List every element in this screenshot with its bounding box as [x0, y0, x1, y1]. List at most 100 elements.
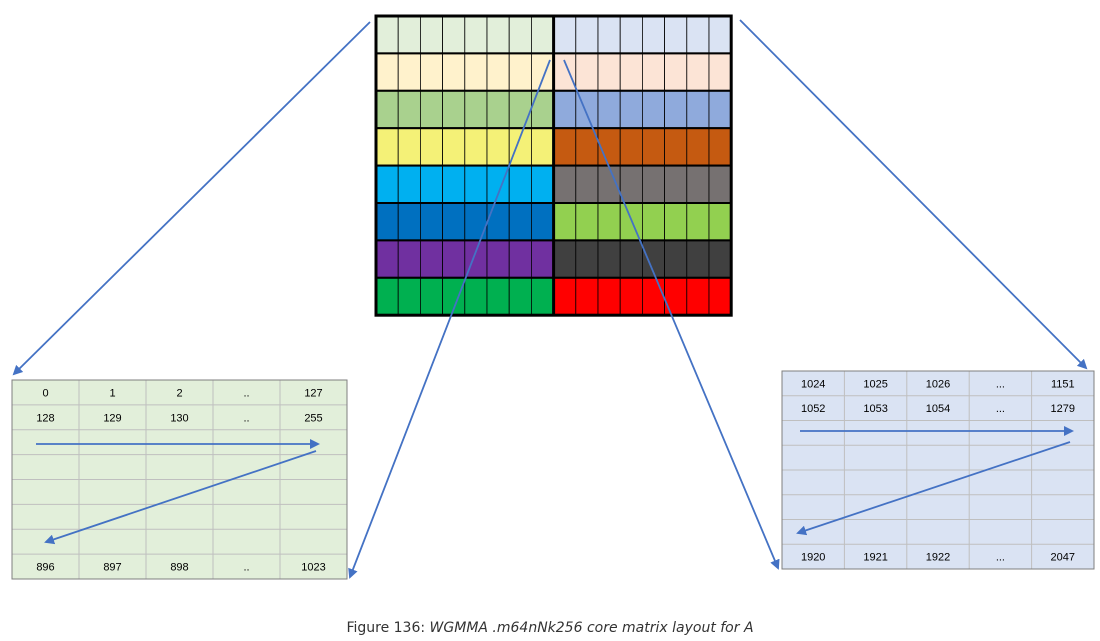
figure-caption: Figure 136: WGMMA .m64nNk256 core matrix… [0, 620, 1100, 636]
grid-cell [686, 90, 710, 129]
grid-cell [508, 90, 532, 129]
table-cell: 1025 [863, 378, 887, 390]
grid-cell [664, 202, 688, 241]
table-cell: .. [243, 387, 249, 399]
grid-row-left-5 [375, 164, 555, 205]
grid-row-left-8 [375, 276, 555, 317]
grid-cell [575, 202, 599, 241]
grid-cell [464, 202, 488, 241]
grid-cell [375, 277, 399, 316]
grid-cell [508, 165, 532, 204]
grid-row-right-6 [552, 202, 733, 242]
table-cell: 127 [304, 387, 322, 399]
table-cell: ... [996, 403, 1005, 415]
table-cell: 130 [170, 412, 188, 424]
grid-cell [619, 127, 643, 166]
grid-cell [708, 202, 732, 241]
grid-cell [397, 239, 421, 279]
grid-cell [575, 53, 599, 92]
grid-row-right-5 [552, 164, 733, 205]
grid-cell [619, 239, 643, 279]
grid-cell [531, 15, 555, 54]
table-cell: 1054 [926, 403, 950, 415]
right-core-matrix-table: 1024 1025 1026... 1151 1052 1053 1054... 1279 19… [781, 370, 1095, 570]
table-cell: 2 [176, 387, 182, 399]
table-cell: 1053 [863, 403, 887, 415]
grid-cell [486, 277, 510, 316]
grid-cell [397, 127, 421, 166]
grid-cell [508, 127, 532, 166]
arrows [12, 19, 1088, 579]
grid-cell [464, 277, 488, 316]
grid-cell [553, 165, 577, 204]
grid-cell [531, 90, 555, 129]
grid-row-right-7 [552, 239, 733, 279]
table-cell: 128 [36, 412, 54, 424]
core-matrix-grid [374, 14, 733, 317]
grid-cell [664, 53, 688, 92]
grid-cell [508, 15, 532, 54]
grid-cell [686, 165, 710, 204]
grid-cell [553, 15, 577, 54]
grid-cell [397, 90, 421, 129]
grid-cell [375, 202, 399, 241]
grid-cell [708, 53, 732, 92]
grid-cell [419, 15, 443, 54]
grid-cell [397, 15, 421, 54]
grid-cell [531, 53, 555, 92]
grid-cell [597, 53, 621, 92]
grid-cell [619, 15, 643, 54]
grid-cell [708, 239, 732, 279]
grid-cell [442, 239, 466, 279]
table-cell: .. [243, 562, 249, 574]
grid-cell [619, 165, 643, 204]
arrow-to-left-table-bottom [348, 59, 551, 579]
grid-cell [486, 15, 510, 54]
grid-cell [508, 202, 532, 241]
grid-cell [553, 202, 577, 241]
grid-cell [642, 15, 666, 54]
grid-row-right-4 [552, 127, 733, 167]
grid-cell [442, 202, 466, 241]
grid-cell [397, 53, 421, 92]
grid-cell [486, 202, 510, 241]
grid-cell [664, 127, 688, 166]
grid-cell [419, 53, 443, 92]
grid-cell [708, 15, 732, 54]
grid-cell [686, 15, 710, 54]
arrow-right-diagonal [796, 441, 1071, 536]
table-cell: 0 [42, 387, 48, 399]
grid-cell [419, 127, 443, 166]
grid-cell [508, 239, 532, 279]
grid-cell [597, 239, 621, 279]
grid-cell [686, 53, 710, 92]
grid-cell [664, 90, 688, 129]
grid-cell [597, 90, 621, 129]
table-cell: 898 [170, 562, 188, 574]
table-cell: 1026 [926, 378, 950, 390]
grid-cell [619, 53, 643, 92]
arrow-to-left-table [12, 21, 371, 376]
grid-cell [553, 277, 577, 316]
grid-cell [375, 15, 399, 54]
grid-cell [419, 239, 443, 279]
grid-cell [397, 202, 421, 241]
grid-cell [375, 165, 399, 204]
grid-cell [375, 90, 399, 129]
grid-cell [464, 165, 488, 204]
grid-cell [419, 277, 443, 316]
grid-cell [664, 15, 688, 54]
arrow-to-right-table-bottom [563, 59, 780, 570]
grid-cell [708, 165, 732, 204]
grid-cell [708, 127, 732, 166]
grid-cell [486, 53, 510, 92]
table-cell: 1920 [801, 552, 825, 564]
grid-cell [508, 277, 532, 316]
table-cell: 1024 [801, 378, 825, 390]
table-cell: .. [243, 412, 249, 424]
grid-row-left-3 [375, 89, 555, 130]
grid-cell [464, 15, 488, 54]
grid-cell [686, 127, 710, 166]
caption-prefix: Figure 136: [346, 620, 430, 636]
grid-cell [619, 90, 643, 129]
